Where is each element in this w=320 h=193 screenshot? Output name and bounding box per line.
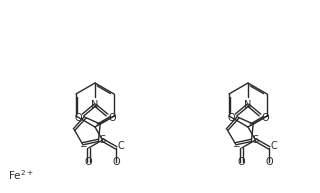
- Text: S: S: [252, 135, 259, 145]
- Text: O: O: [238, 157, 245, 167]
- Text: S: S: [100, 135, 106, 145]
- Text: C: C: [118, 141, 125, 151]
- Text: N: N: [244, 100, 252, 110]
- Text: N: N: [91, 100, 99, 110]
- Text: O: O: [74, 113, 82, 123]
- Text: O: O: [266, 157, 273, 167]
- Text: −: −: [79, 141, 86, 151]
- Text: Fe$^{2+}$: Fe$^{2+}$: [8, 168, 34, 182]
- Text: O: O: [108, 113, 116, 123]
- Text: O: O: [261, 113, 269, 123]
- Text: O: O: [85, 157, 92, 167]
- Text: O: O: [227, 113, 235, 123]
- Text: O: O: [113, 157, 120, 167]
- Text: −: −: [232, 141, 239, 151]
- Text: C: C: [271, 141, 278, 151]
